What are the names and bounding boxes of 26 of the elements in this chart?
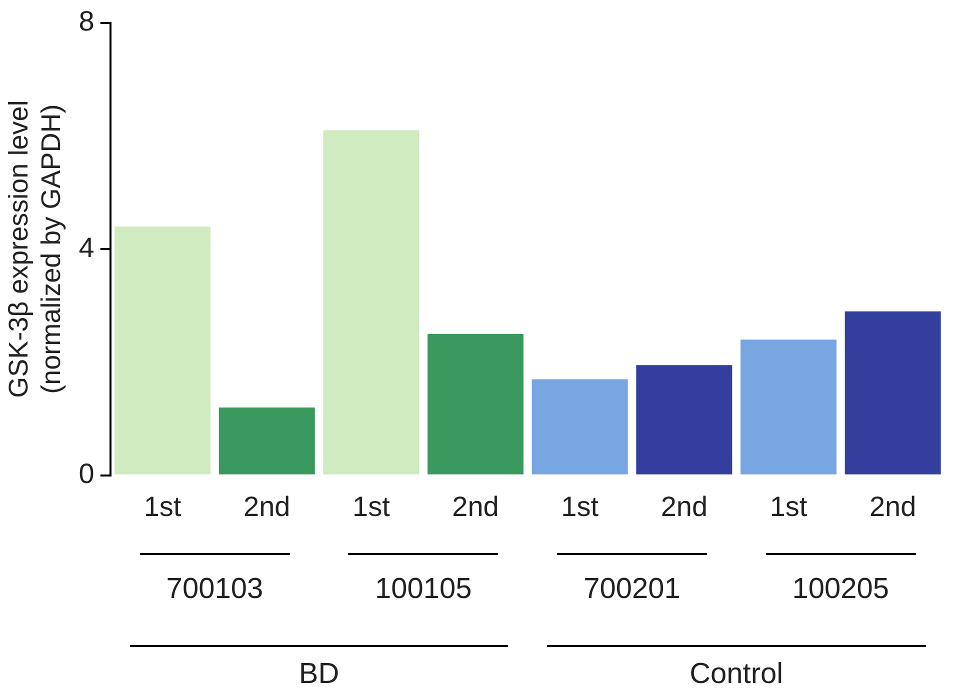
text: 100105 <box>374 573 472 605</box>
y-tick-label: 0 <box>78 458 94 490</box>
bar <box>532 379 628 474</box>
text: Control <box>690 658 784 690</box>
bar <box>323 130 420 474</box>
bar <box>636 365 732 474</box>
x-tick-label: 1st <box>352 490 390 522</box>
bar <box>114 226 211 474</box>
x-tick-label: 2nd <box>452 490 499 522</box>
bar <box>844 311 941 474</box>
x-tick-label: 1st <box>144 490 182 522</box>
x-tick-label: 1st <box>770 490 808 522</box>
bar <box>218 408 315 474</box>
x-tick-label: 2nd <box>869 490 916 522</box>
text: 700201 <box>584 573 680 605</box>
y-axis-title: GSK-3β expression level (normalized by GAPDH) <box>4 100 66 398</box>
text: 700103 <box>166 573 264 605</box>
y-tick-label: 8 <box>78 6 94 37</box>
x-tick-label: 1st <box>561 490 599 522</box>
bar <box>428 334 524 474</box>
x-tick-label: 2nd <box>660 490 708 522</box>
text: 100205 <box>792 573 890 605</box>
text: BD <box>298 658 340 690</box>
x-tick-label: 2nd <box>244 490 290 522</box>
bar <box>740 340 836 474</box>
y-tick-label: 4 <box>78 232 94 263</box>
